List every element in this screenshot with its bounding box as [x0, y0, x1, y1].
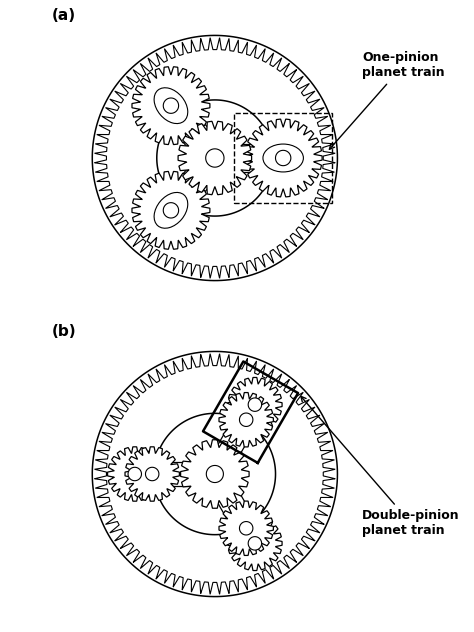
Polygon shape	[154, 413, 275, 535]
Polygon shape	[206, 149, 224, 167]
Polygon shape	[178, 149, 226, 198]
Polygon shape	[231, 390, 270, 435]
Polygon shape	[219, 392, 273, 447]
Text: (b): (b)	[51, 324, 76, 339]
Polygon shape	[248, 537, 262, 550]
Polygon shape	[123, 462, 215, 486]
Polygon shape	[204, 468, 271, 560]
Polygon shape	[132, 171, 210, 249]
Polygon shape	[204, 388, 271, 480]
Polygon shape	[219, 501, 273, 556]
Polygon shape	[120, 459, 167, 489]
Polygon shape	[228, 377, 282, 432]
Text: (a): (a)	[51, 8, 75, 23]
Polygon shape	[92, 351, 337, 597]
Polygon shape	[178, 118, 226, 167]
Polygon shape	[206, 465, 223, 483]
Polygon shape	[128, 467, 141, 481]
Polygon shape	[275, 150, 291, 166]
Polygon shape	[239, 413, 253, 427]
Ellipse shape	[263, 144, 303, 172]
Ellipse shape	[154, 88, 188, 124]
Polygon shape	[181, 440, 249, 508]
Polygon shape	[178, 121, 252, 195]
Polygon shape	[244, 119, 322, 197]
Bar	[234, 112, 332, 204]
Polygon shape	[163, 98, 179, 113]
Text: One-pinion
planet train: One-pinion planet train	[329, 51, 445, 149]
Polygon shape	[108, 447, 162, 501]
Polygon shape	[146, 467, 159, 481]
Polygon shape	[132, 67, 210, 145]
Polygon shape	[125, 447, 179, 501]
Polygon shape	[248, 398, 262, 411]
Polygon shape	[228, 516, 282, 571]
Polygon shape	[163, 203, 179, 218]
Polygon shape	[94, 38, 335, 278]
Polygon shape	[215, 144, 255, 172]
Polygon shape	[157, 100, 273, 216]
Polygon shape	[231, 513, 270, 558]
Polygon shape	[94, 354, 335, 594]
Polygon shape	[92, 35, 337, 281]
Text: Double-pinion
planet train: Double-pinion planet train	[301, 396, 460, 537]
Polygon shape	[239, 521, 253, 535]
Ellipse shape	[154, 192, 188, 228]
